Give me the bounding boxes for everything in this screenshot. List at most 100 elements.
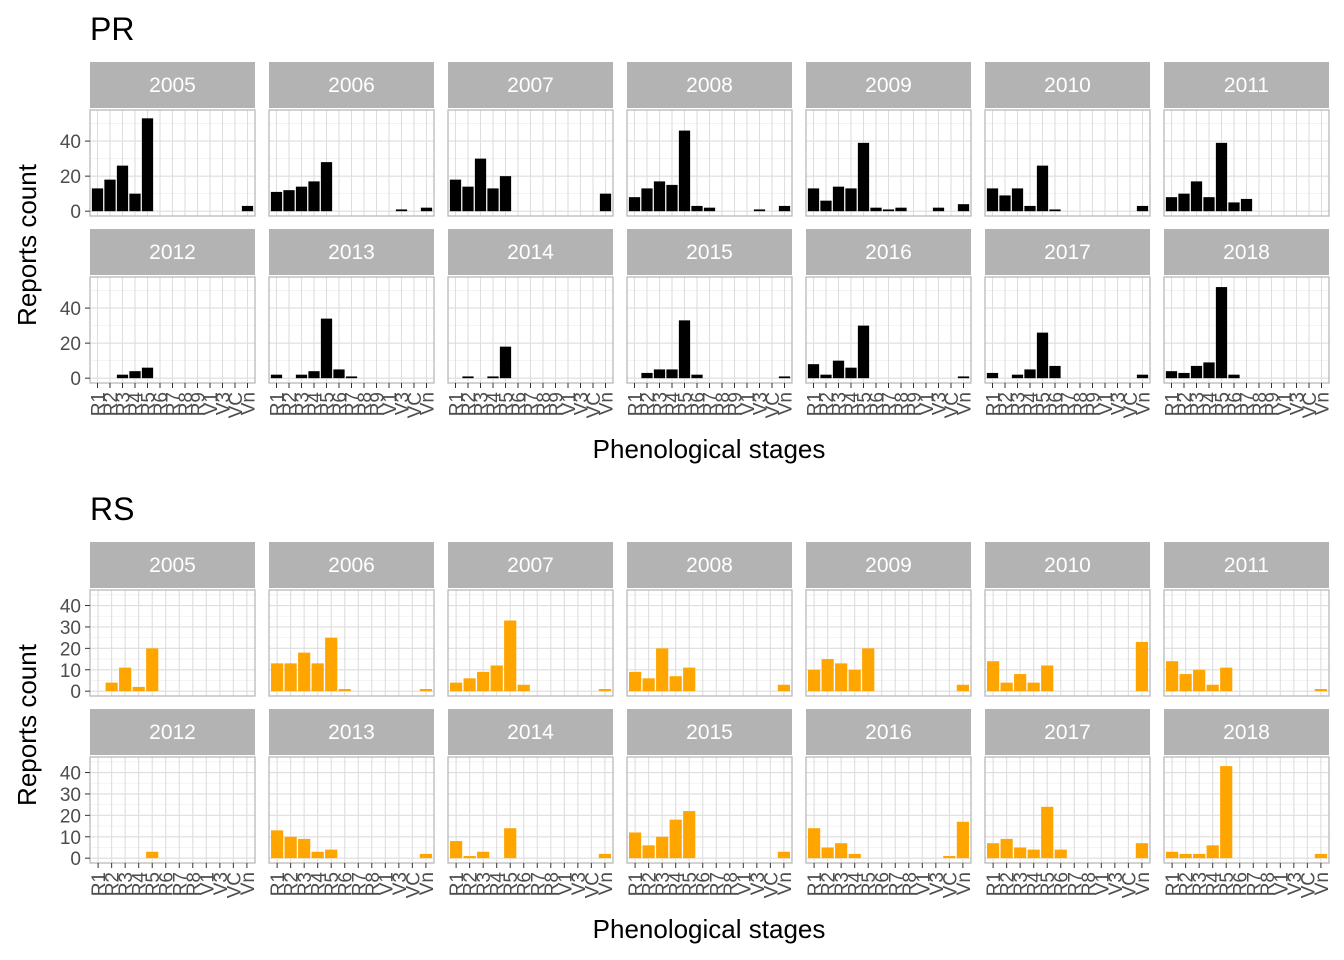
x-tick-label: V1 — [1092, 872, 1113, 895]
x-tick-label: R4 — [1204, 872, 1225, 897]
panel-pr-2006: 2006 — [268, 62, 435, 217]
y-tick-label: 0 — [70, 369, 81, 390]
panel-strip-label: 2016 — [865, 721, 912, 744]
bar-R4 — [1206, 845, 1219, 859]
bar-R3 — [835, 663, 848, 692]
x-tick-label: R6 — [1225, 392, 1246, 416]
bar-R5 — [862, 648, 875, 692]
bar-Vn — [957, 204, 970, 212]
x-tick-label: R8 — [542, 872, 563, 896]
panel-strip — [448, 62, 613, 108]
chart-title: PR — [90, 11, 134, 47]
bar-R7 — [703, 207, 716, 212]
bar-R6 — [338, 689, 351, 692]
bar-R5 — [141, 118, 154, 212]
x-tick-label: R4 — [488, 872, 509, 897]
x-tick-label: R5 — [139, 392, 160, 416]
bar-R5 — [683, 811, 696, 859]
bar-R5 — [1220, 667, 1233, 692]
bar-R2 — [1178, 372, 1190, 379]
bar-Vn — [598, 853, 611, 859]
x-tick-label: Vn — [418, 392, 439, 415]
x-tick-label: R5 — [676, 392, 697, 416]
bar-R3 — [477, 851, 490, 859]
bar-R1 — [91, 188, 104, 212]
x-tick-label: VC — [940, 872, 961, 898]
bar-R5 — [146, 648, 159, 692]
x-tick-label: R7 — [343, 392, 364, 416]
x-tick-label: R4 — [305, 392, 326, 417]
x-tick-label: V3 — [572, 392, 593, 415]
bar-R5 — [1041, 806, 1054, 859]
x-tick-label: V3 — [1109, 392, 1130, 415]
x-tick-label: R4 — [1025, 872, 1046, 897]
panel-border — [805, 589, 972, 697]
bar-R5 — [146, 851, 159, 859]
panel-strip-label: 2013 — [328, 721, 375, 744]
bar-R2 — [284, 663, 297, 692]
x-tick-label: R2 — [101, 392, 122, 416]
x-tick-label: R6 — [1231, 872, 1252, 896]
x-tick-label: R8 — [1250, 392, 1271, 416]
x-tick-label: R5 — [1034, 392, 1055, 416]
x-tick-label: R2 — [638, 392, 659, 416]
bar-R4 — [1027, 849, 1040, 859]
y-axis-label: Reports count — [12, 163, 42, 326]
x-tick-label: R5 — [855, 392, 876, 416]
bar-R5 — [325, 637, 338, 692]
x-tick-label: R6 — [509, 392, 530, 416]
x-tick-label: R7 — [701, 392, 722, 416]
bar-R1 — [449, 179, 462, 212]
bar-R6 — [1228, 374, 1240, 379]
bar-R5 — [141, 367, 154, 379]
x-tick-label: R7 — [880, 392, 901, 416]
bar-R6 — [1054, 849, 1067, 859]
x-tick-label: V1 — [734, 872, 755, 895]
bar-R2 — [999, 195, 1011, 212]
bar-Vn — [777, 851, 790, 859]
bar-R3 — [832, 360, 845, 379]
x-tick-label: V1 — [1096, 392, 1117, 415]
bar-R2 — [1178, 193, 1190, 212]
x-tick-label: V1 — [380, 392, 401, 415]
x-tick-label: VC — [1121, 392, 1142, 418]
x-tick-label: R3 — [474, 872, 495, 896]
bar-R7 — [882, 209, 895, 212]
x-tick-label: V3 — [1288, 392, 1309, 415]
x-tick-label: R8 — [900, 872, 921, 896]
x-tick-label: R1 — [626, 392, 647, 416]
x-tick-label: R7 — [1065, 872, 1086, 896]
bar-Vn — [1136, 374, 1149, 379]
panel-strip-label: 2013 — [328, 241, 375, 264]
panel-strip — [985, 229, 1150, 275]
bar-R1 — [450, 682, 463, 692]
bar-Vn — [1135, 843, 1148, 859]
x-tick-label: R8 — [1079, 872, 1100, 896]
bar-R2 — [104, 179, 116, 212]
x-tick-label: R3 — [832, 872, 853, 896]
x-tick-label: V1 — [376, 872, 397, 895]
x-tick-label: R4 — [663, 392, 684, 417]
bar-Vn — [778, 376, 791, 379]
panel-strip-label: 2007 — [507, 74, 554, 97]
bar-R5 — [504, 828, 517, 859]
bar-R3 — [1190, 181, 1203, 212]
panel-strip — [627, 709, 792, 755]
bar-Vn — [1314, 853, 1327, 859]
panel-strip-label: 2007 — [507, 554, 554, 577]
x-tick-label: R3 — [1188, 392, 1209, 416]
panel-pr-2005: 2005 0 20 40 — [60, 62, 256, 223]
bar-R2 — [642, 845, 655, 859]
bar-R3 — [1011, 374, 1024, 379]
bar-R5 — [499, 346, 512, 379]
x-tick-label: R6 — [515, 872, 536, 896]
x-tick-label: R3 — [1011, 872, 1032, 896]
x-tick-label: VC — [942, 392, 963, 418]
panel-strip-label: 2009 — [865, 554, 912, 577]
x-tick-label: R4 — [130, 872, 151, 897]
bar-R2 — [105, 682, 118, 692]
bar-R4 — [669, 676, 682, 692]
